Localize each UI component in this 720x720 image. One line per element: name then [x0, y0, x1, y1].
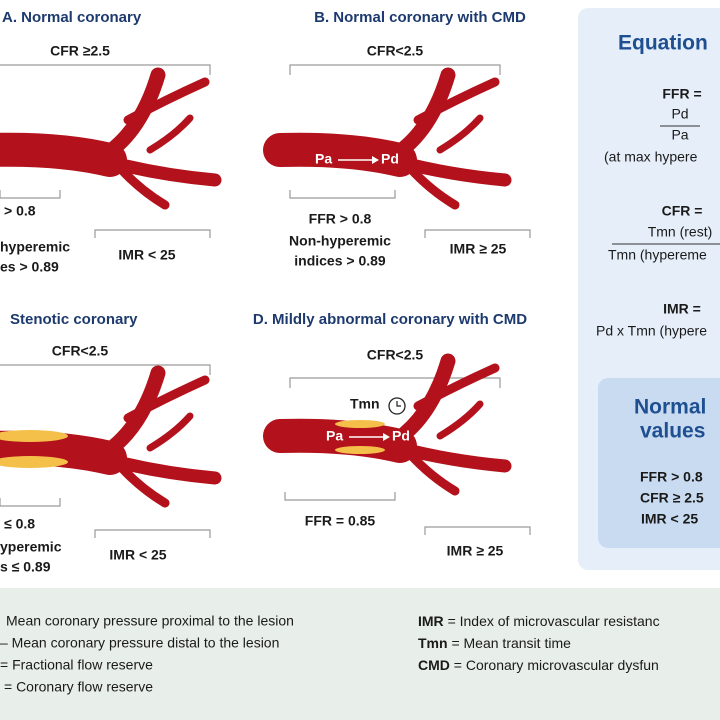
panel-title: Stenotic coronary	[10, 311, 138, 328]
arrow-head	[383, 433, 390, 441]
equations-title: Equation	[618, 32, 708, 55]
legend-item: – Mean coronary pressure distal to the l…	[0, 635, 279, 651]
denominator: Tmn (hypereme	[608, 247, 707, 263]
bracket	[289, 190, 396, 199]
ffr-label: > 0.8	[4, 203, 36, 219]
legend-item: = Fractional flow reserve	[0, 657, 153, 673]
normal-values-title: values	[640, 420, 705, 443]
vessel	[0, 75, 215, 205]
normal-values-box	[598, 378, 720, 548]
eq-note: (at max hypere	[604, 149, 698, 165]
index-label: es > 0.89	[0, 259, 59, 275]
numerator: Pd	[671, 106, 688, 122]
eq-label: CFR =	[662, 203, 703, 219]
legend-definition: = Mean transit time	[451, 635, 571, 651]
vessel	[280, 361, 505, 491]
plaque	[335, 420, 385, 428]
legend-item: = Coronary flow reserve	[4, 679, 153, 695]
ffr-label: ≤ 0.8	[4, 516, 35, 532]
panel-d: D. Mildly abnormal coronary with CMD CFR…	[253, 311, 531, 559]
panel-a: A. Normal coronary CFR ≥2.5 > 0.8 hypere…	[0, 9, 215, 275]
legend-item: IMR = Index of microvascular resistanc	[418, 613, 660, 629]
bracket	[289, 377, 501, 388]
pd-label: Pd	[392, 428, 410, 444]
pa-label: Pa	[315, 151, 332, 167]
eq-formula: Pd x Tmn (hypere	[596, 323, 707, 339]
index-label: Non-hyperemic	[289, 233, 391, 249]
bracket	[289, 64, 501, 75]
legend-item: Mean coronary pressure proximal to the l…	[6, 613, 294, 629]
normal-values-title: Normal	[634, 396, 706, 419]
legend-term: IMR	[418, 613, 444, 629]
cfr-label: CFR<2.5	[52, 343, 109, 359]
imr-label: IMR < 25	[109, 547, 166, 563]
cfr-label: CFR ≥2.5	[50, 43, 110, 59]
normal-value: IMR < 25	[641, 511, 698, 527]
cfr-label: CFR<2.5	[367, 347, 424, 363]
index-label: yperemic	[0, 539, 62, 555]
legend-definition: = Index of microvascular resistanc	[448, 613, 660, 629]
normal-value: CFR ≥ 2.5	[640, 490, 704, 506]
panel-b: B. Normal coronary with CMD CFR<2.5 Pa P…	[280, 9, 531, 269]
normal-value: FFR > 0.8	[640, 469, 703, 485]
pa-label: Pa	[326, 428, 343, 444]
denominator: Pa	[671, 127, 688, 143]
numerator: Tmn (rest)	[648, 224, 713, 240]
bracket	[424, 526, 531, 535]
legend-item: CMD = Coronary microvascular dysfun	[418, 657, 659, 673]
bracket	[0, 364, 211, 375]
equations-panel: Equation FFR = Pd Pa (at max hypere CFR …	[578, 8, 720, 570]
tmn-label: Tmn	[350, 396, 380, 412]
ffr-label: FFR > 0.8	[309, 211, 372, 227]
index-label: indices > 0.89	[294, 253, 386, 269]
clock-hands	[396, 401, 401, 407]
bracket	[0, 190, 61, 199]
imr-label: IMR ≥ 25	[450, 241, 507, 257]
pd-label: Pd	[381, 151, 399, 167]
panel-title: A. Normal coronary	[2, 9, 142, 26]
panel-title: D. Mildly abnormal coronary with CMD	[253, 311, 527, 328]
panel-c: Stenotic coronary CFR<2.5 ≤ 0.8 yperemic…	[0, 311, 215, 575]
cfr-label: CFR<2.5	[367, 43, 424, 59]
legend-term: Tmn	[418, 635, 448, 651]
plaque	[0, 430, 68, 442]
bracket	[0, 498, 61, 507]
index-label: hyperemic	[0, 239, 70, 255]
index-label: s ≤ 0.89	[0, 559, 51, 575]
vessel	[280, 75, 505, 205]
legend-term: CMD	[418, 657, 450, 673]
legend-bg	[0, 588, 720, 720]
ffr-label: FFR = 0.85	[305, 513, 376, 529]
bracket	[94, 529, 211, 538]
eq-label: FFR =	[662, 86, 701, 102]
bracket	[424, 229, 531, 238]
bracket	[284, 492, 396, 501]
legend: Mean coronary pressure proximal to the l…	[0, 588, 720, 720]
arrow-head	[372, 156, 379, 164]
panel-title: B. Normal coronary with CMD	[314, 9, 526, 26]
imr-label: IMR ≥ 25	[447, 543, 504, 559]
legend-item: Tmn = Mean transit time	[418, 635, 571, 651]
bracket	[94, 229, 211, 238]
legend-definition: = Coronary microvascular dysfun	[454, 657, 659, 673]
eq-label: IMR =	[663, 301, 701, 317]
bracket	[0, 64, 211, 75]
plaque	[335, 446, 385, 454]
plaque	[0, 456, 68, 468]
imr-label: IMR < 25	[118, 247, 175, 263]
